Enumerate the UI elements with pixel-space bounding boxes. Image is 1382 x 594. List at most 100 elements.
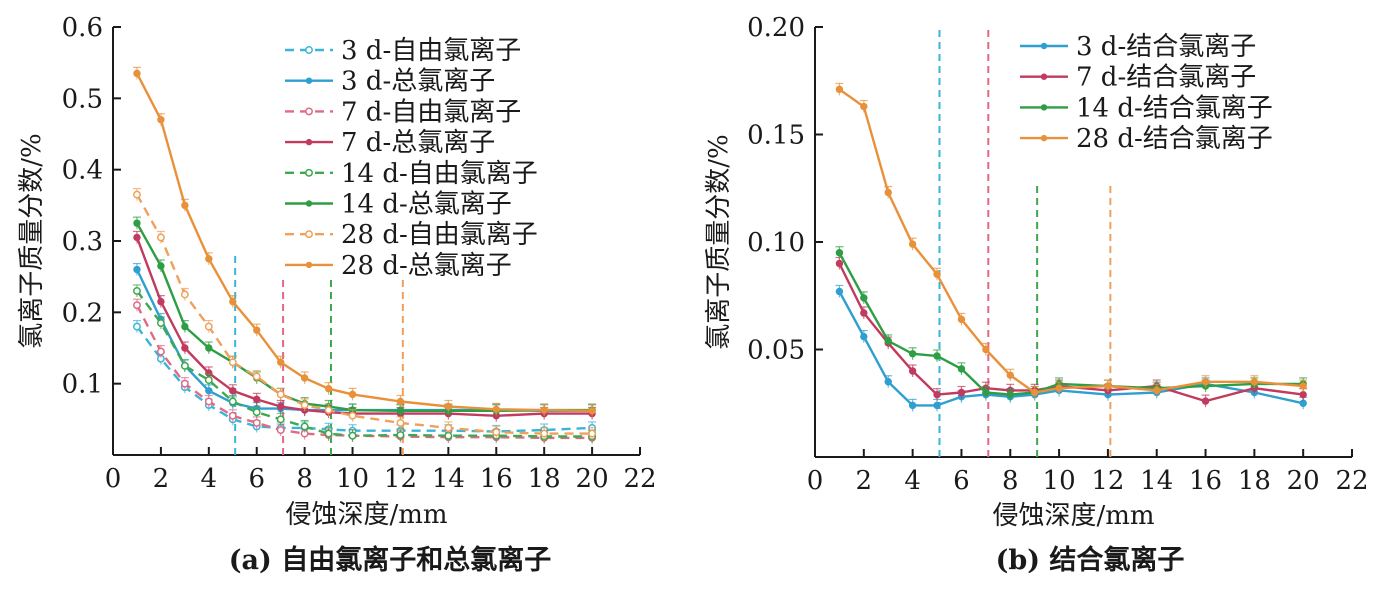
data-point [157,262,165,270]
data-point [540,406,548,414]
data-point [908,401,917,410]
data-point [396,431,405,439]
legend-label: 7 d-自由氯离子 [341,97,521,127]
x-tick-label: 14 [432,464,465,494]
data-point [933,401,941,410]
data-point [157,297,165,306]
data-point [252,408,261,417]
y-tick-label: 0.10 [747,228,805,258]
data-point [957,315,966,324]
data-point [253,326,261,334]
data-point [133,322,141,331]
legend-label: 14 d-自由氯离子 [341,159,538,189]
data-point [133,301,141,310]
legend-marker [1040,73,1048,80]
legend-label: 7 d-结合氯离子 [1076,63,1256,93]
panel-b: 0 2 4 6 8 10 12 14 16 18 20 22 0.05 0.10 0.15 0.20 侵蚀深度/… [704,13,1369,576]
legend-marker [305,230,313,239]
data-point [324,384,333,393]
data-point [181,344,189,352]
data-point [396,418,405,427]
data-point [204,397,213,406]
legend-label: 28 d-总氯离子 [341,251,512,281]
x-tick-label: 10 [336,464,369,494]
data-point [908,350,917,358]
x-tick-label: 0 [807,466,824,496]
data-point [156,233,165,242]
data-point [204,322,213,331]
x-tick-label: 12 [1091,466,1124,496]
data-point [1006,371,1014,379]
x-tick-label: 12 [384,464,417,494]
data-point [228,397,237,406]
data-point [204,376,213,385]
data-point [300,374,309,382]
data-point [348,411,357,420]
data-point [492,405,500,414]
data-point [908,367,917,375]
data-point [133,219,141,227]
x-tick-label: 20 [576,464,609,494]
y-tick-label: 0.05 [747,336,805,366]
data-point [276,390,285,399]
legend-label: 3 d-结合氯离子 [1076,32,1256,62]
data-point [1201,378,1210,386]
legend-marker [1040,104,1048,111]
y-tick-label: 0.15 [747,121,805,151]
legend-label: 28 d-自由氯离子 [341,220,538,250]
data-point [205,387,213,395]
x-tick-label: 18 [528,464,561,494]
data-point [180,290,189,299]
data-point [982,345,990,354]
data-point [957,365,966,373]
data-point [396,397,405,406]
data-point [253,395,261,404]
data-point [228,411,237,420]
y-axis-label: 氯离子质量分数/% [17,133,47,348]
data-point [933,352,941,360]
data-point [444,423,453,432]
x-tick-label: 2 [856,466,873,496]
x-tick-label: 16 [1189,466,1222,496]
data-point [276,402,285,411]
data-point [133,265,141,274]
x-tick-label: 18 [1238,466,1271,496]
data-point [300,401,309,410]
data-point [252,418,261,427]
panel-a: 0 2 4 6 8 10 12 14 16 18 20 22 0.1 0.2 0.3 0.4 0.5 0.6 侵蚀深… [17,13,657,576]
data-point [860,332,868,341]
y-tick-label: 0.20 [747,13,805,43]
y-tick-label: 0.2 [62,298,103,328]
data-point [133,233,141,242]
data-point [908,240,917,248]
data-point [229,297,237,306]
data-point [229,387,237,395]
x-tick-label: 16 [480,464,513,494]
data-point [205,344,213,352]
data-point [1299,382,1307,390]
legend-label: 28 d-结合氯离子 [1076,124,1273,154]
data-point [180,361,189,370]
data-point [133,190,141,199]
data-point [540,429,549,438]
data-point [180,379,189,388]
y-axis-label: 氯离子质量分数/% [704,134,734,349]
data-point [396,407,405,415]
data-point [860,294,868,302]
series-line [838,262,1304,403]
data-point [276,358,285,366]
data-point [181,322,189,331]
y-tick-label: 0.1 [62,370,103,400]
legend-marker [305,138,313,146]
x-tick-label: 4 [201,464,218,494]
x-tick-label: 10 [1043,466,1076,496]
data-point [835,85,844,94]
x-tick-label: 22 [623,464,656,494]
data-point [588,407,596,415]
data-point [348,390,357,399]
data-point [957,388,966,397]
x-tick-label: 0 [105,464,122,494]
data-point [492,428,501,437]
x-tick-label: 14 [1140,466,1173,496]
data-point [884,337,892,345]
